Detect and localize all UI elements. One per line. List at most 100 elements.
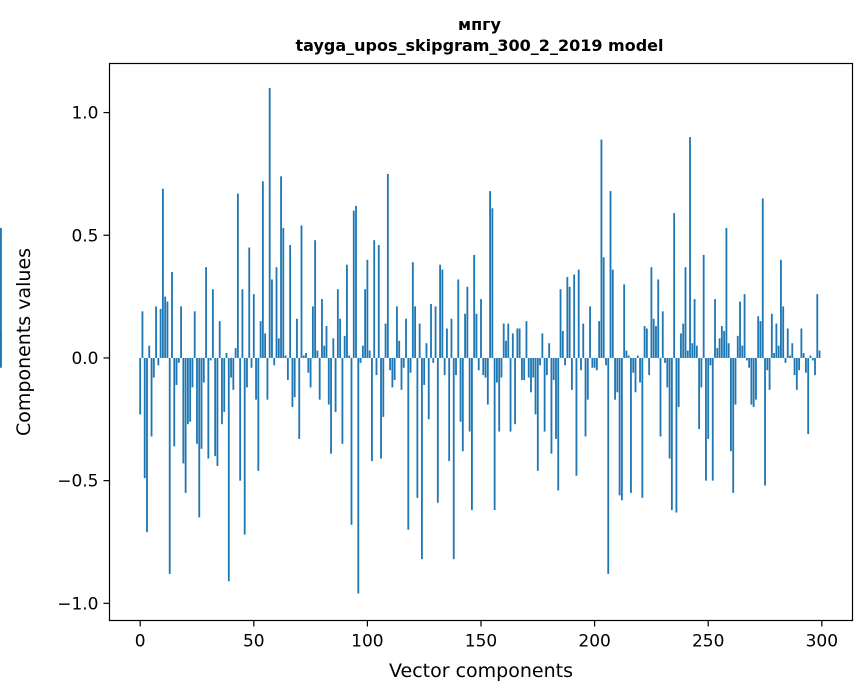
bar-component-181 (550, 357, 553, 454)
bar-component-158 (498, 357, 501, 432)
bar-component-13 (168, 357, 171, 574)
bar-component-151 (482, 357, 485, 376)
bar-component-228 (657, 279, 660, 358)
bar-component-292 (802, 353, 805, 358)
bar-component-104 (375, 357, 378, 376)
bar-component-129 (432, 357, 435, 363)
bar-component-111 (391, 357, 394, 388)
bar-component-221 (641, 357, 644, 498)
bar-component-200 (593, 357, 596, 368)
bar-component-195 (582, 323, 585, 358)
bars-group (0, 88, 821, 594)
bar-component-93 (350, 357, 353, 525)
bar-component-45 (241, 289, 244, 358)
bar-component-174 (534, 357, 537, 415)
bar-component-180 (548, 343, 551, 358)
bar-component-253 (714, 299, 716, 358)
bar-component-240 (684, 267, 687, 358)
bar-component-87 (336, 289, 339, 358)
bar-component-214 (625, 350, 628, 358)
bar-component-293 (805, 357, 807, 373)
y-tick-label: 0.5 (71, 226, 98, 246)
bar-component-156 (493, 357, 496, 511)
bar-component-178 (543, 357, 546, 432)
bar-component-277 (768, 357, 771, 390)
bar-component-108 (384, 323, 387, 358)
bar-component-117 (405, 318, 407, 358)
bar-component-62 (280, 176, 282, 358)
bar-component-83 (327, 357, 330, 405)
bar-component-150 (480, 299, 482, 358)
bar-component-18 (180, 306, 182, 358)
bar-component-2 (143, 357, 146, 479)
bar-component-262 (734, 357, 737, 405)
bar-component-52 (257, 357, 260, 471)
bar-component-269 (750, 357, 753, 405)
bar-component-82 (325, 326, 328, 358)
bar-component-81 (323, 345, 326, 358)
bar-component-124 (421, 357, 423, 560)
bar-component-145 (468, 357, 471, 432)
bar-component-165 (514, 357, 516, 425)
bar-component-202 (598, 321, 601, 358)
bar-component-141 (459, 357, 462, 422)
bar-component-154 (489, 191, 491, 358)
bar-component-162 (507, 323, 510, 358)
bar-component-103 (373, 240, 376, 358)
bar-component-28 (202, 357, 205, 383)
bar-component-47 (246, 357, 248, 388)
bar-component-135 (446, 328, 448, 358)
bar-component-71 (300, 225, 303, 358)
bar-component-79 (318, 357, 321, 400)
y-axis: −1.0 −0.5 0.0 0.5 1.0 (57, 104, 110, 614)
bar-component-58 (271, 279, 273, 358)
bar-component-245 (695, 345, 698, 358)
bar-component-193 (577, 269, 580, 358)
bar-component-14 (171, 272, 173, 358)
bar-component-279 (773, 353, 776, 358)
bar-component-252 (711, 357, 714, 481)
bar-component-289 (795, 357, 798, 390)
bar-component-299 (818, 350, 821, 358)
bar-component-12 (166, 301, 169, 358)
bar-component-65 (286, 357, 289, 381)
bar-component-247 (700, 357, 703, 388)
bar-component-198 (589, 306, 591, 358)
bar-component-251 (709, 357, 712, 366)
bar-component-7 (155, 306, 157, 358)
bar-component-188 (566, 276, 569, 358)
bar-component-109 (386, 173, 389, 358)
bar-component-258 (725, 227, 728, 358)
y-tick-label: 0.0 (71, 349, 98, 369)
bar-component-206 (607, 357, 610, 574)
bar-component-26 (198, 357, 201, 518)
bar-component-70 (298, 357, 301, 439)
bar-component-31 (209, 357, 212, 361)
bar-component-112 (393, 357, 396, 381)
bar-component-20 (184, 357, 187, 493)
bar-component-121 (414, 306, 417, 358)
bar-component-270 (752, 357, 755, 408)
bar-component-271 (755, 357, 757, 400)
bar-component-275 (764, 357, 766, 486)
bar-component-290 (798, 357, 801, 371)
x-tick-label: 50 (243, 632, 265, 652)
bar-component-250 (707, 357, 710, 439)
bar-component-137 (450, 318, 453, 358)
bar-component-57 (268, 88, 271, 358)
bar-component-115 (400, 357, 403, 390)
bar-component-155 (491, 208, 494, 358)
bar-component-140 (457, 279, 460, 358)
bar-component-199 (591, 357, 594, 368)
bar-component-217 (632, 357, 635, 373)
bar-component-105 (377, 245, 380, 358)
bar-component-126 (425, 343, 428, 358)
y-axis-label: Components values (13, 248, 35, 436)
bar-component-35 (218, 321, 221, 358)
bar-component-257 (723, 330, 726, 358)
bar-component-187 (564, 357, 566, 366)
bar-component-197 (586, 357, 589, 400)
bar-component-38 (225, 353, 228, 358)
chart-subtitle: tayga_upos_skipgram_300_2_2019 model (296, 36, 664, 55)
bar-component-233 (668, 357, 671, 459)
